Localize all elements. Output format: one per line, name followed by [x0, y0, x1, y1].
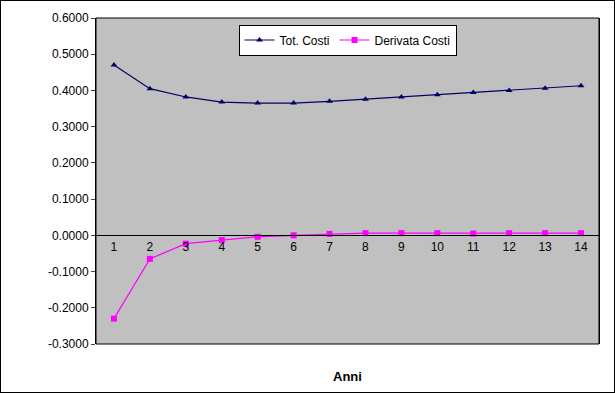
svg-text:2: 2	[147, 240, 154, 254]
svg-text:12: 12	[503, 240, 517, 254]
svg-text:4: 4	[218, 240, 225, 254]
svg-text:14: 14	[574, 240, 588, 254]
svg-text:Tot. Costi: Tot. Costi	[280, 34, 330, 48]
svg-text:11: 11	[467, 240, 480, 254]
svg-text:6: 6	[290, 240, 297, 254]
svg-text:9: 9	[398, 240, 405, 254]
svg-text:0.3000: 0.3000	[52, 120, 89, 134]
svg-text:0.2000: 0.2000	[52, 156, 89, 170]
svg-text:Derivata Costi: Derivata Costi	[375, 34, 450, 48]
svg-text:13: 13	[538, 240, 552, 254]
svg-text:7: 7	[326, 240, 333, 254]
svg-text:0.4000: 0.4000	[52, 84, 89, 98]
svg-text:8: 8	[362, 240, 369, 254]
svg-text:0.5000: 0.5000	[52, 47, 89, 61]
svg-text:-0.2000: -0.2000	[48, 301, 89, 315]
svg-text:-0.1000: -0.1000	[48, 265, 89, 279]
svg-text:10: 10	[431, 240, 445, 254]
svg-text:0.1000: 0.1000	[52, 192, 89, 206]
svg-text:0.0000: 0.0000	[52, 229, 89, 243]
svg-text:0.6000: 0.6000	[52, 11, 89, 25]
svg-text:3: 3	[182, 240, 189, 254]
svg-text:Anni: Anni	[333, 369, 362, 384]
svg-text:5: 5	[254, 240, 261, 254]
svg-text:-0.3000: -0.3000	[48, 337, 89, 351]
svg-text:1: 1	[111, 240, 118, 254]
